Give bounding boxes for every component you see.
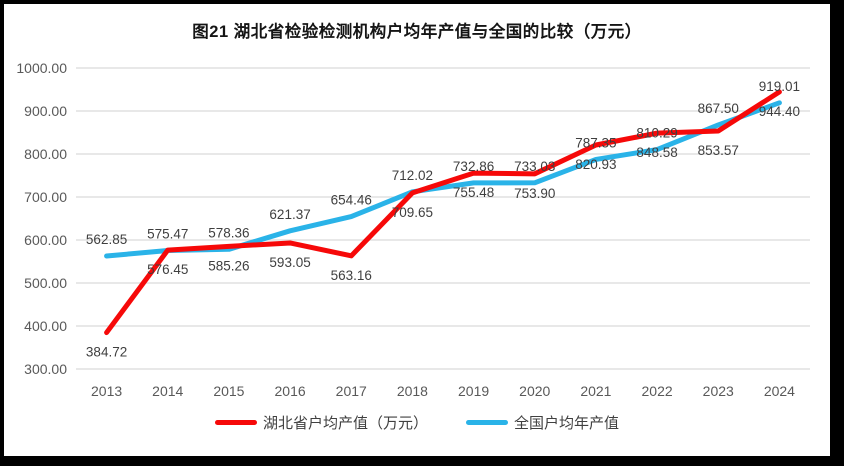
data-label-national: 575.47	[147, 227, 188, 242]
x-tick-label: 2024	[764, 383, 795, 399]
data-label-hubei: 820.93	[575, 157, 616, 172]
data-label-national: 810.29	[636, 126, 677, 141]
data-label-national: 562.85	[86, 232, 127, 247]
x-tick-label: 2020	[519, 383, 550, 399]
chart-title: 图21 湖北省检验检测机构户均年产值与全国的比较（万元）	[192, 23, 642, 41]
x-tick-label: 2015	[213, 383, 244, 399]
x-tick-label: 2014	[152, 383, 183, 399]
chart-frame: 图21 湖北省检验检测机构户均年产值与全国的比较（万元） 300.00 400.0…	[4, 4, 830, 456]
data-label-hubei: 944.40	[759, 104, 800, 119]
legend-line-hubei-icon	[214, 420, 257, 425]
x-tick-label: 2017	[336, 383, 367, 399]
data-label-national: 867.50	[698, 101, 739, 116]
data-label-national: 733.03	[514, 159, 555, 174]
data-label-national: 621.37	[269, 207, 310, 222]
x-tick-label: 2022	[642, 383, 673, 399]
y-tick-label: 900.00	[24, 103, 67, 119]
data-label-national: 578.36	[208, 225, 249, 240]
x-tick-label: 2021	[580, 383, 611, 399]
data-label-national: 732.86	[453, 159, 494, 174]
data-label-hubei: 576.45	[147, 262, 188, 277]
legend-item-hubei: 湖北省户均产值（万元）	[214, 412, 428, 433]
data-label-hubei: 585.26	[208, 258, 249, 273]
data-label-national: 787.35	[575, 135, 616, 150]
y-tick-label: 700.00	[24, 189, 67, 205]
x-tick-label: 2023	[703, 383, 734, 399]
data-label-hubei: 848.58	[636, 145, 677, 160]
y-tick-label: 800.00	[24, 146, 67, 162]
data-label-hubei: 384.72	[86, 345, 127, 360]
data-label-hubei: 709.65	[392, 205, 433, 220]
data-label-national: 919.01	[759, 79, 800, 94]
data-label-hubei: 593.05	[269, 255, 310, 270]
y-tick-label: 500.00	[24, 275, 67, 291]
data-label-hubei: 753.90	[514, 186, 555, 201]
y-tick-label: 400.00	[24, 318, 67, 334]
data-label-hubei: 755.48	[453, 185, 494, 200]
data-label-national: 712.02	[392, 168, 433, 183]
data-label-hubei: 563.16	[331, 268, 372, 283]
x-tick-label: 2018	[397, 383, 428, 399]
x-tick-label: 2019	[458, 383, 489, 399]
y-tick-label: 1000.00	[16, 60, 67, 76]
data-label-national: 654.46	[331, 193, 372, 208]
data-label-hubei: 853.57	[698, 143, 739, 158]
series-line-hubei	[104, 89, 782, 336]
legend-item-national: 全国户均年产值	[466, 412, 619, 433]
y-tick-label: 300.00	[24, 361, 67, 377]
legend-label-hubei: 湖北省户均产值（万元）	[262, 415, 428, 432]
series-line-national	[104, 100, 782, 259]
y-tick-label: 600.00	[24, 232, 67, 248]
chart-canvas: 300.00 400.00 500.00 600.00 700.00 800.00 900.…	[16, 60, 810, 399]
legend-line-national-icon	[466, 420, 508, 425]
x-tick-label: 2013	[91, 383, 122, 399]
legend-label-national: 全国户均年产值	[514, 415, 620, 432]
chart-legend: 湖北省户均产值（万元） 全国户均年产值	[4, 412, 830, 433]
x-tick-label: 2016	[275, 383, 306, 399]
